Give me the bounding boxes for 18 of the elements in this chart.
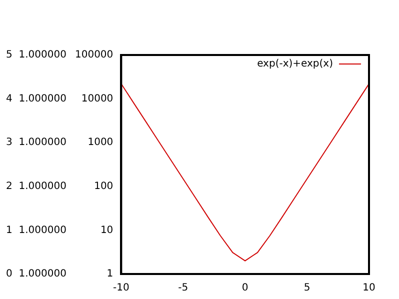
x-tick-label: 10 (362, 282, 376, 294)
text: 1 1.000000 (6, 224, 66, 236)
x-tick-label: 0 (242, 282, 248, 294)
text: 3 1.000000 (6, 137, 66, 148)
text: 4 1.000000 (6, 93, 66, 104)
x-tick-label: -5 (178, 282, 188, 294)
x-tick-label: 5 (304, 282, 310, 294)
x-tick-label: -10 (113, 282, 130, 294)
y-tick-label: 10 (100, 224, 114, 236)
text: 5 1.000000 (6, 50, 66, 61)
y-tick-label: 100 (94, 180, 114, 192)
y-tick-label: 100000 (74, 50, 114, 61)
text: 0 1.000000 (6, 268, 66, 280)
y-tick-label: 1 (106, 268, 114, 280)
y-tick-label: 10000 (81, 93, 114, 104)
text: 2 1.000000 (6, 180, 66, 192)
y-tick-label: 1000 (88, 137, 114, 148)
legend-label: exp(-x)+exp(x) (257, 58, 334, 70)
